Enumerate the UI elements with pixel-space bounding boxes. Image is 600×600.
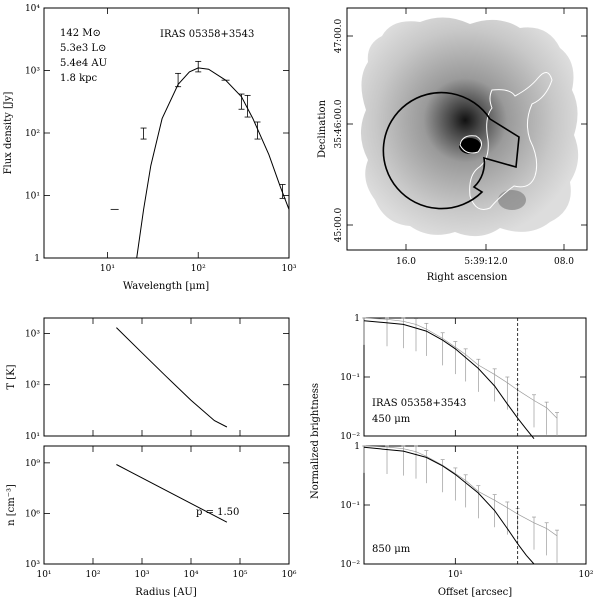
dens-yticklabel-1: 10⁶ [25, 509, 40, 519]
sed-yticklabel-0: 1 [34, 254, 40, 264]
p850-xticklabel-1: 10² [578, 570, 593, 580]
dens-ylabel: n [cm⁻³] [6, 484, 17, 526]
map-xtick-1: 5:39:12.0 [464, 257, 508, 267]
p850-ticks: 10¹ 10² 10⁻² 10⁻¹ 1 [340, 442, 594, 580]
map-ytick-2: 45:00.0 [334, 207, 344, 242]
prof-xlabel: Offset [arcsec] [438, 587, 512, 598]
map-ytick-0: 47:00.0 [334, 18, 344, 53]
dens-annot: p = 1.50 [196, 507, 239, 518]
temp-plot [116, 327, 228, 428]
prof450-title: IRAS 05358+3543 [372, 398, 466, 409]
temp-yticklabel-1: 10² [25, 381, 40, 391]
temp-ticks: 10¹ 10² 10³ [25, 318, 290, 442]
p850-yticklabel-2: 1 [354, 442, 360, 452]
dens-ticks: 10¹ 10² 10³ 10⁴ 10⁵ 10⁶ 10³ 10⁶ 10⁹ [25, 446, 297, 580]
map-xtick-0: 16.0 [396, 257, 416, 267]
sed-annot-mass: 142 M⊙ [60, 28, 101, 39]
sed-yticklabel-3: 10³ [25, 67, 40, 77]
temp-yticklabel-0: 10¹ [25, 432, 40, 442]
map-emission [360, 17, 579, 237]
dens-yticklabel-2: 10⁹ [25, 459, 40, 469]
sed-annot-size: 5.4e4 AU [60, 58, 107, 69]
dens-plot [116, 464, 228, 523]
p450-ticks: 10⁻² 10⁻¹ 1 [340, 314, 587, 442]
sed-title: IRAS 05358+3543 [160, 29, 254, 40]
temp-curve [116, 327, 228, 428]
dens-curve [116, 464, 228, 523]
sed-annot-dist: 1.8 kpc [60, 73, 98, 84]
density-frame [43, 445, 290, 565]
p450-yticklabel-0: 10⁻² [340, 432, 360, 442]
sed-xlabel: Wavelength [μm] [123, 281, 209, 292]
dens-xticklabel-1: 10² [85, 570, 100, 580]
map-ytick-1: 35:46:00.0 [334, 99, 344, 148]
p850-yticklabel-1: 10⁻¹ [340, 501, 360, 511]
sed-yticklabel-2: 10² [25, 129, 40, 139]
sed-model-curve [136, 67, 290, 259]
sed-xticklabel-0: 10¹ [100, 264, 115, 274]
map-xtick-2: 08.0 [554, 257, 574, 267]
sed-xticklabel-1: 10² [191, 264, 206, 274]
dens-xticklabel-5: 10⁶ [281, 570, 296, 580]
p850-data-line [363, 445, 558, 537]
map-outer-contour [469, 72, 553, 210]
map-image [360, 17, 579, 237]
prof850-annot: 850 μm [372, 544, 411, 555]
dens-xticklabel-2: 10³ [134, 570, 149, 580]
sed-yticklabel-4: 10⁴ [25, 4, 40, 14]
map-annulus-sectors [382, 91, 520, 210]
p850-xticklabel-0: 10¹ [448, 570, 463, 580]
map-ylabel: Declination [317, 99, 328, 158]
sed-ylabel: Flux density [Jy] [3, 92, 14, 175]
p450-yticklabel-1: 10⁻¹ [340, 373, 360, 383]
p850-plot [362, 445, 560, 565]
dens-yticklabel-0: 10³ [25, 560, 40, 570]
dens-xlabel: Radius [AU] [135, 587, 197, 598]
temp-ylabel: T [K] [6, 364, 17, 389]
p450-model-curve [363, 320, 535, 440]
sed-xticklabel-2: 10³ [281, 264, 296, 274]
prof450-annot: 450 μm [372, 414, 411, 425]
map-inner-contour [459, 135, 482, 154]
dens-xticklabel-3: 10⁴ [183, 570, 198, 580]
p850-model-curve [363, 446, 535, 565]
sed-yticklabel-1: 10¹ [25, 192, 40, 202]
sed-annot-lum: 5.3e3 L⊙ [60, 43, 106, 54]
p450-data-line [363, 317, 558, 419]
temperature-frame [43, 317, 290, 437]
prof-ylabel: Normalized brightness [310, 383, 321, 499]
dens-xticklabel-0: 10¹ [36, 570, 51, 580]
p450-plot [362, 317, 560, 440]
temp-yticklabel-2: 10³ [25, 329, 40, 339]
map-secondary-peak [498, 190, 526, 210]
map-ticks [347, 8, 587, 250]
p450-yticklabel-2: 1 [354, 314, 360, 324]
map-frame [346, 7, 588, 251]
map-xlabel: Right ascension [427, 272, 508, 283]
dens-xticklabel-4: 10⁵ [232, 570, 247, 580]
sed-ticks: 10¹ 10² 10³ 1 10¹ 10² 10³ 10⁴ [25, 4, 297, 274]
p850-yticklabel-0: 10⁻² [340, 560, 360, 570]
sed-plot [110, 60, 290, 259]
